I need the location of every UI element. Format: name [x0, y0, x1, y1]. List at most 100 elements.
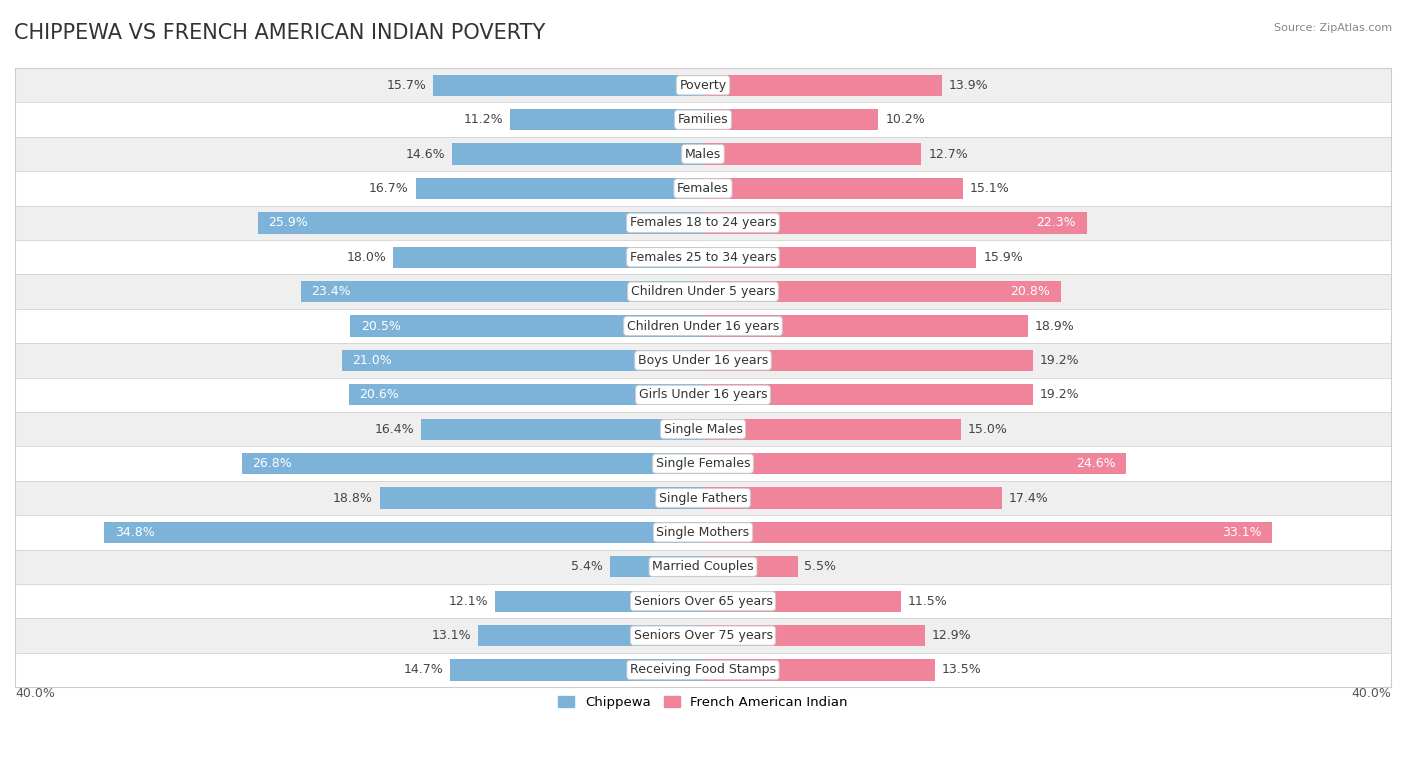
Bar — [703, 625, 925, 647]
Bar — [15, 309, 1391, 343]
Bar — [703, 143, 921, 164]
Text: 5.4%: 5.4% — [571, 560, 603, 573]
Bar — [15, 343, 1391, 377]
Bar — [416, 178, 703, 199]
Text: Seniors Over 75 years: Seniors Over 75 years — [634, 629, 772, 642]
Bar — [15, 619, 1391, 653]
Bar — [703, 590, 901, 612]
Bar — [703, 246, 977, 268]
Text: Children Under 16 years: Children Under 16 years — [627, 320, 779, 333]
Text: 40.0%: 40.0% — [1351, 688, 1391, 700]
Text: 14.6%: 14.6% — [405, 148, 446, 161]
Text: 19.2%: 19.2% — [1040, 388, 1080, 401]
Bar — [420, 418, 703, 440]
Text: 13.5%: 13.5% — [942, 663, 981, 676]
Bar — [242, 453, 703, 475]
Text: 13.1%: 13.1% — [432, 629, 471, 642]
Bar — [703, 522, 1272, 543]
Bar — [703, 384, 1033, 406]
Bar — [703, 556, 797, 578]
Text: 23.4%: 23.4% — [311, 285, 350, 298]
Bar — [15, 205, 1391, 240]
Bar — [15, 68, 1391, 102]
Text: Girls Under 16 years: Girls Under 16 years — [638, 388, 768, 401]
Bar — [15, 550, 1391, 584]
Text: 15.1%: 15.1% — [970, 182, 1010, 195]
Bar — [15, 377, 1391, 412]
Text: 15.7%: 15.7% — [387, 79, 426, 92]
Bar — [301, 281, 703, 302]
Text: 34.8%: 34.8% — [115, 526, 155, 539]
Text: 5.5%: 5.5% — [804, 560, 837, 573]
Text: Families: Families — [678, 113, 728, 126]
Text: 25.9%: 25.9% — [267, 216, 308, 230]
Text: Females 25 to 34 years: Females 25 to 34 years — [630, 251, 776, 264]
Text: 12.1%: 12.1% — [449, 595, 488, 608]
Bar — [703, 659, 935, 681]
Text: 18.9%: 18.9% — [1035, 320, 1074, 333]
Text: Females 18 to 24 years: Females 18 to 24 years — [630, 216, 776, 230]
Bar — [15, 584, 1391, 619]
Text: 11.5%: 11.5% — [908, 595, 948, 608]
Text: 11.2%: 11.2% — [464, 113, 503, 126]
Bar — [15, 171, 1391, 205]
Bar — [478, 625, 703, 647]
Text: 12.9%: 12.9% — [932, 629, 972, 642]
Bar — [703, 281, 1060, 302]
Text: 12.7%: 12.7% — [928, 148, 969, 161]
Text: Boys Under 16 years: Boys Under 16 years — [638, 354, 768, 367]
Bar — [703, 212, 1087, 233]
Text: 16.7%: 16.7% — [370, 182, 409, 195]
Bar — [495, 590, 703, 612]
Text: Single Males: Single Males — [664, 423, 742, 436]
Text: Single Mothers: Single Mothers — [657, 526, 749, 539]
Bar — [257, 212, 703, 233]
Legend: Chippewa, French American Indian: Chippewa, French American Indian — [553, 691, 853, 715]
Text: 18.8%: 18.8% — [333, 491, 373, 505]
Bar — [15, 102, 1391, 137]
Text: 15.9%: 15.9% — [983, 251, 1024, 264]
Bar — [104, 522, 703, 543]
Bar — [703, 178, 963, 199]
Text: Single Females: Single Females — [655, 457, 751, 470]
Bar — [433, 74, 703, 96]
Text: Poverty: Poverty — [679, 79, 727, 92]
Bar — [610, 556, 703, 578]
Bar — [15, 653, 1391, 688]
Bar — [703, 349, 1033, 371]
Bar — [15, 481, 1391, 515]
Bar — [342, 349, 703, 371]
Text: Single Fathers: Single Fathers — [659, 491, 747, 505]
Text: Females: Females — [678, 182, 728, 195]
Bar — [15, 515, 1391, 550]
Text: 33.1%: 33.1% — [1222, 526, 1263, 539]
Text: 20.5%: 20.5% — [361, 320, 401, 333]
Text: 20.6%: 20.6% — [359, 388, 399, 401]
Bar — [510, 109, 703, 130]
Bar — [451, 143, 703, 164]
Text: 26.8%: 26.8% — [252, 457, 292, 470]
Bar — [15, 137, 1391, 171]
Text: CHIPPEWA VS FRENCH AMERICAN INDIAN POVERTY: CHIPPEWA VS FRENCH AMERICAN INDIAN POVER… — [14, 23, 546, 42]
Text: 13.9%: 13.9% — [949, 79, 988, 92]
Text: 18.0%: 18.0% — [347, 251, 387, 264]
Text: 20.8%: 20.8% — [1011, 285, 1050, 298]
Text: Seniors Over 65 years: Seniors Over 65 years — [634, 595, 772, 608]
Bar — [703, 109, 879, 130]
Bar — [703, 74, 942, 96]
Text: Source: ZipAtlas.com: Source: ZipAtlas.com — [1274, 23, 1392, 33]
Bar — [15, 274, 1391, 309]
Bar — [703, 487, 1002, 509]
Bar — [15, 412, 1391, 446]
Text: Married Couples: Married Couples — [652, 560, 754, 573]
Text: 17.4%: 17.4% — [1010, 491, 1049, 505]
Text: 15.0%: 15.0% — [967, 423, 1008, 436]
Text: 16.4%: 16.4% — [374, 423, 413, 436]
Text: 10.2%: 10.2% — [886, 113, 925, 126]
Text: 24.6%: 24.6% — [1076, 457, 1116, 470]
Text: Males: Males — [685, 148, 721, 161]
Text: 19.2%: 19.2% — [1040, 354, 1080, 367]
Bar — [703, 453, 1126, 475]
Bar — [350, 315, 703, 337]
Bar — [703, 418, 960, 440]
